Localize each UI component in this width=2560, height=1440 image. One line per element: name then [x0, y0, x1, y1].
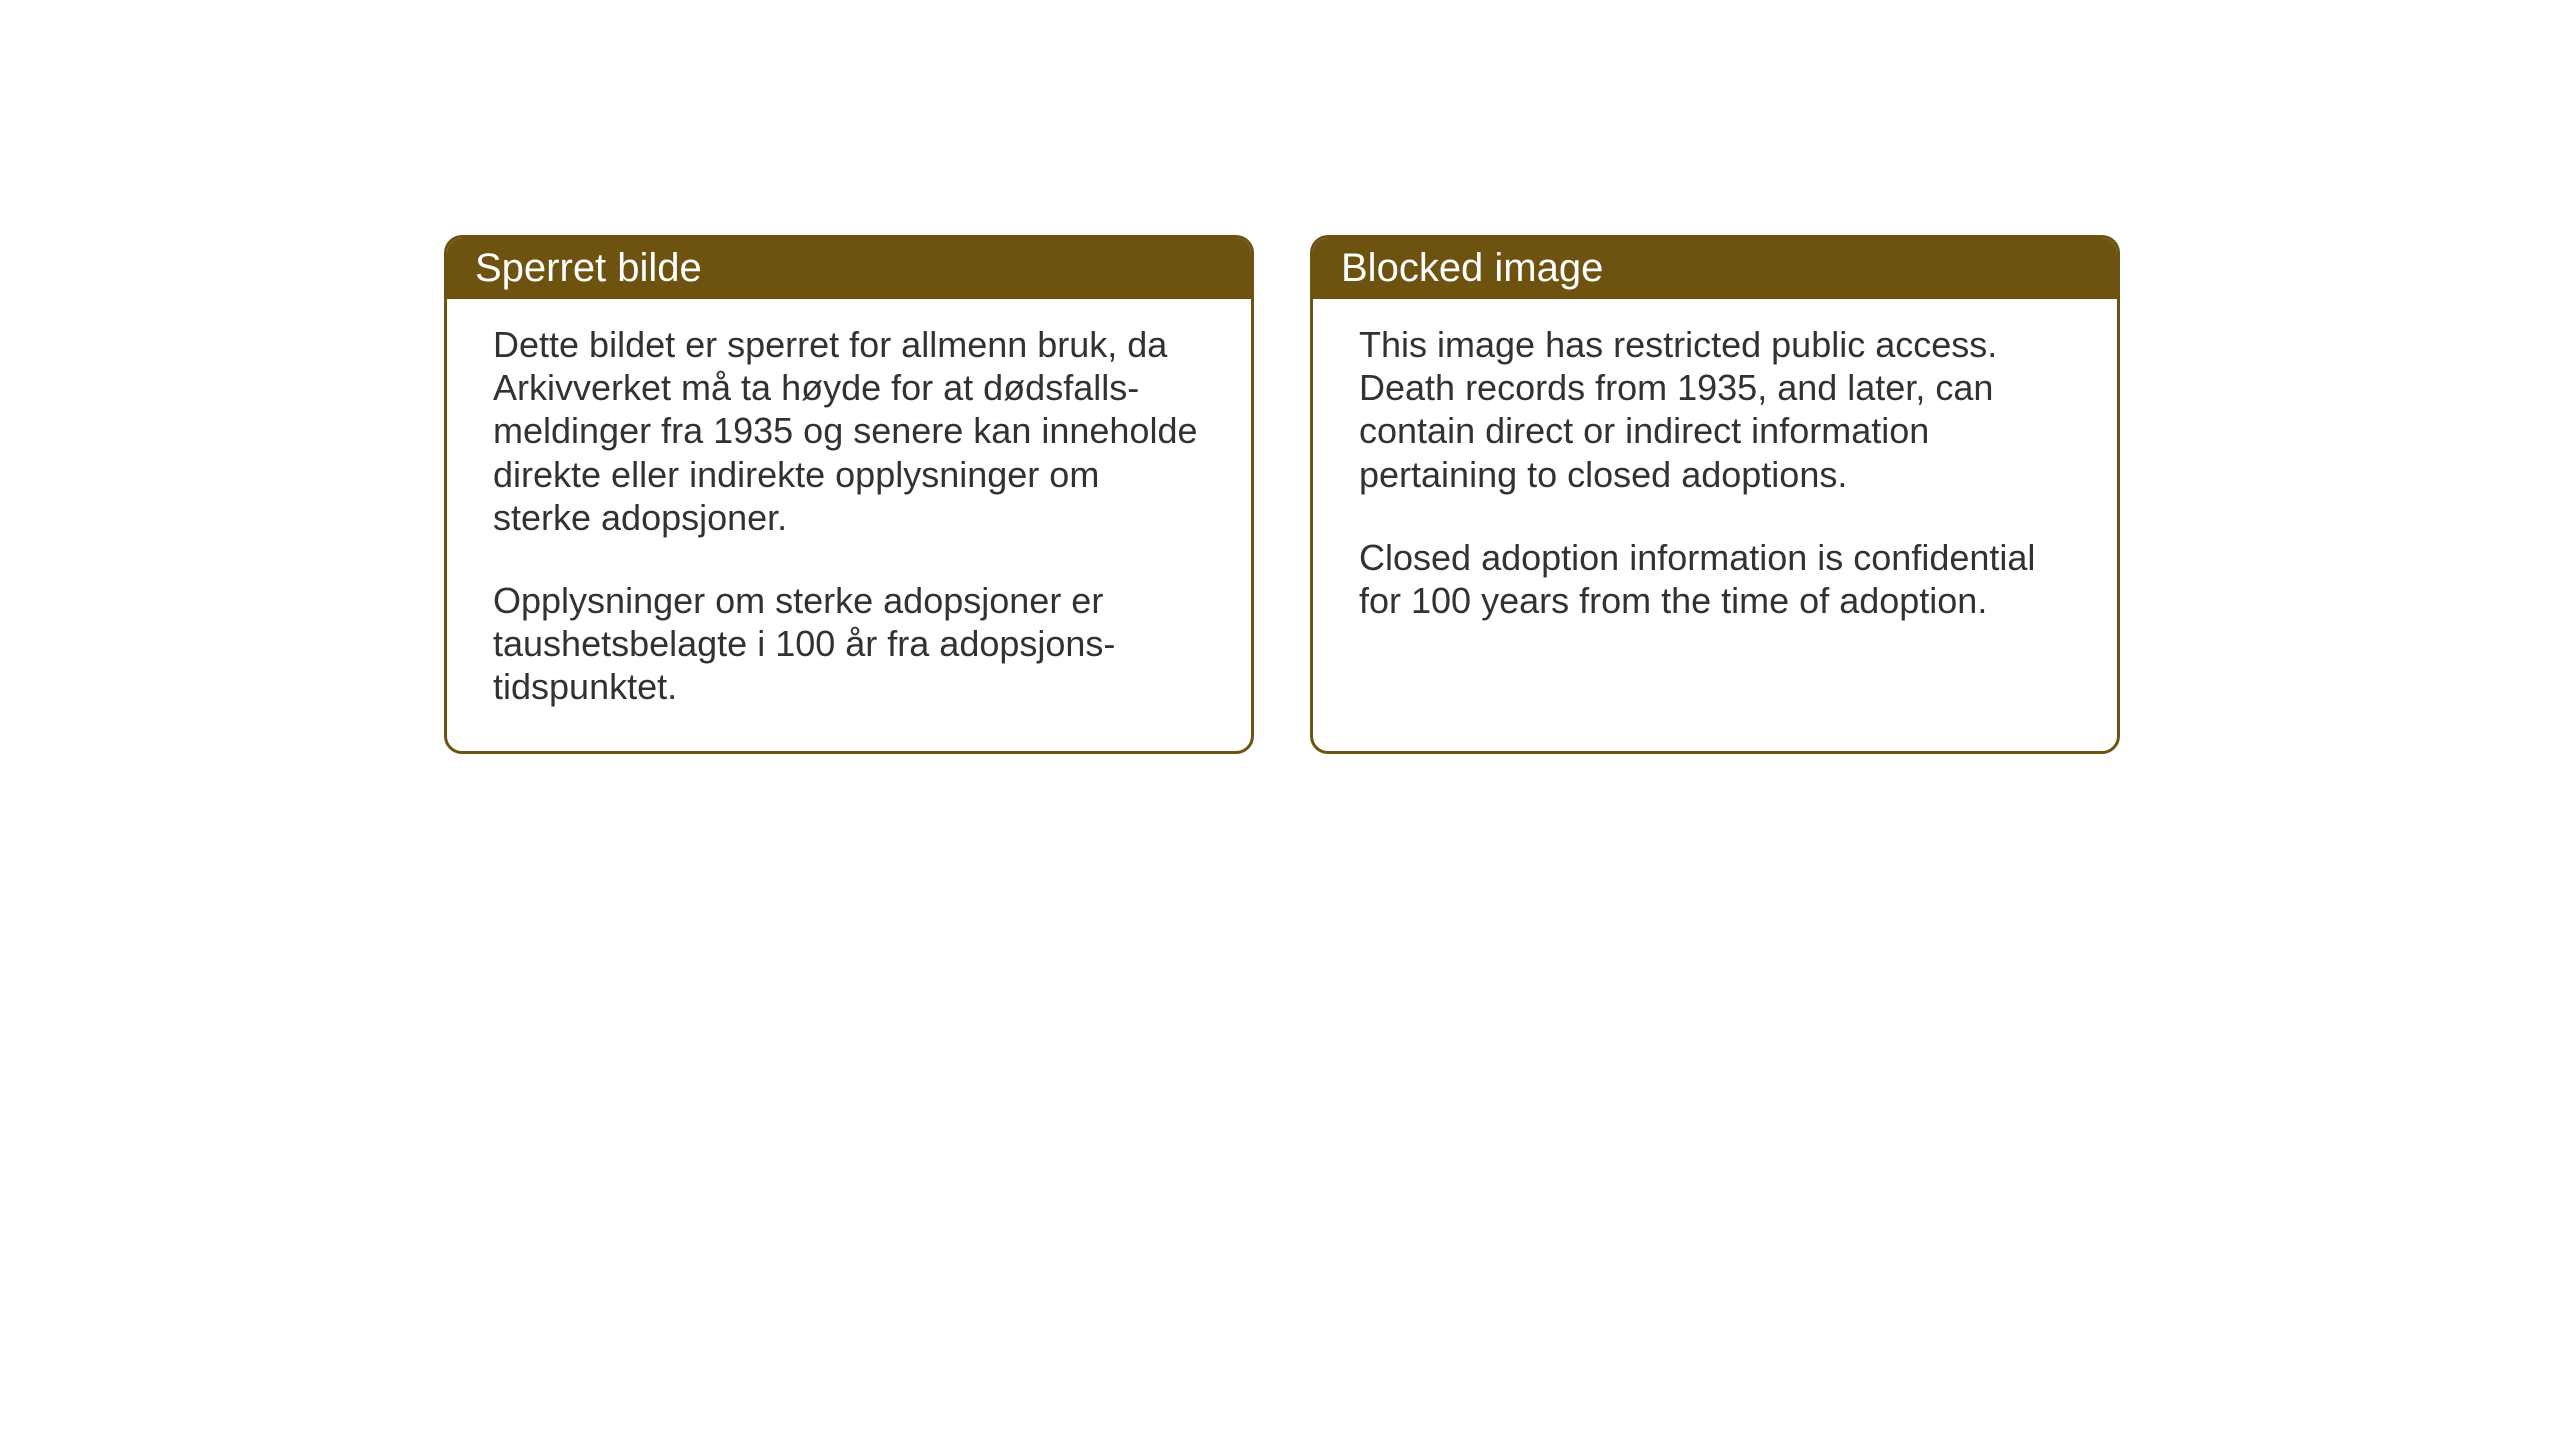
notice-paragraph: This image has restricted public access.… [1359, 323, 2071, 496]
notice-body-norwegian: Dette bildet er sperret for allmenn bruk… [447, 299, 1251, 751]
notice-header-norwegian: Sperret bilde [447, 238, 1251, 299]
notice-paragraph: Opplysninger om sterke adopsjoner er tau… [493, 579, 1205, 709]
notice-header-english: Blocked image [1313, 238, 2117, 299]
notice-card-norwegian: Sperret bilde Dette bildet er sperret fo… [444, 235, 1254, 754]
notice-paragraph: Dette bildet er sperret for allmenn bruk… [493, 323, 1205, 539]
notice-card-english: Blocked image This image has restricted … [1310, 235, 2120, 754]
notice-body-english: This image has restricted public access.… [1313, 299, 2117, 664]
notice-paragraph: Closed adoption information is confident… [1359, 536, 2071, 622]
notice-container: Sperret bilde Dette bildet er sperret fo… [444, 235, 2120, 754]
